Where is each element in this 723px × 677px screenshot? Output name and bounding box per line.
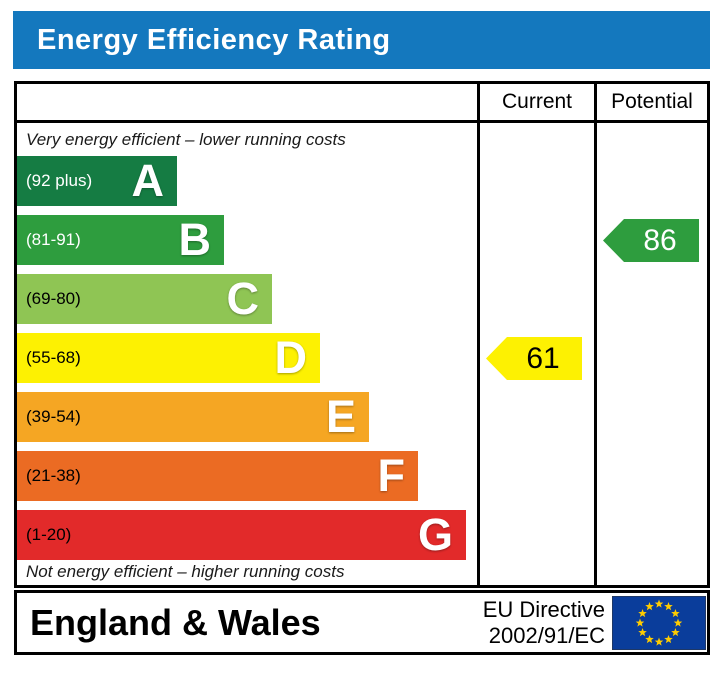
band-range-label: (21-38) xyxy=(26,466,81,485)
band-letter: E xyxy=(325,391,356,442)
rating-band-e: (39-54) E xyxy=(17,392,477,442)
bottom-note: Not energy efficient – higher running co… xyxy=(26,562,345,581)
potential-column: 86 xyxy=(594,123,707,585)
current-rating-arrow: 61 xyxy=(486,337,582,380)
potential-rating-arrow: 86 xyxy=(603,219,699,262)
energy-rating-table: Current Potential Very energy efficient … xyxy=(14,81,710,588)
header-spacer-cell xyxy=(17,84,477,120)
rating-band-c: (69-80) C xyxy=(17,274,477,324)
title-bar: Energy Efficiency Rating xyxy=(13,11,710,69)
eu-directive-line2: 2002/91/EC xyxy=(488,622,605,648)
band-range-label: (39-54) xyxy=(26,407,81,426)
table-body: Very energy efficient – lower running co… xyxy=(17,123,707,585)
top-note: Very energy efficient – lower running co… xyxy=(26,129,346,149)
band-range-label: (55-68) xyxy=(26,348,81,367)
band-letter: B xyxy=(178,214,212,265)
region-label: England & Wales xyxy=(30,601,321,643)
current-rating-value: 61 xyxy=(526,341,560,375)
rating-band-a: (92 plus) A xyxy=(17,156,477,206)
rating-bands: (92 plus) A (81-91) B (69-80) C (55-68) D (39-54… xyxy=(17,156,477,560)
eu-flag-icon xyxy=(612,595,706,650)
band-range-label: (69-80) xyxy=(26,289,81,308)
rating-band-f: (21-38) F xyxy=(17,451,477,501)
band-letter: C xyxy=(226,273,260,324)
table-header-row: Current Potential xyxy=(17,84,707,123)
band-letter: A xyxy=(131,155,165,206)
eu-directive-line1: EU Directive xyxy=(482,596,605,622)
column-header-potential: Potential xyxy=(594,84,707,120)
band-letter: G xyxy=(417,509,453,560)
rating-band-g: (1-20) G xyxy=(17,510,477,560)
footer-bar: England & Wales EU Directive 2002/91/EC xyxy=(14,590,710,655)
band-letter: D xyxy=(274,332,308,383)
rating-band-d: (55-68) D xyxy=(17,333,477,383)
eu-directive-text: EU Directive 2002/91/EC xyxy=(483,597,612,649)
page-title: Energy Efficiency Rating xyxy=(37,23,391,56)
current-column: 61 xyxy=(477,123,594,585)
rating-band-b: (81-91) B xyxy=(17,215,477,265)
band-range-label: (1-20) xyxy=(26,525,72,544)
potential-rating-value: 86 xyxy=(643,223,677,257)
rating-bands-area: Very energy efficient – lower running co… xyxy=(17,123,477,585)
band-range-label: (92 plus) xyxy=(26,171,93,190)
band-letter: F xyxy=(377,450,406,501)
band-range-label: (81-91) xyxy=(26,230,81,249)
column-header-current: Current xyxy=(477,84,594,120)
